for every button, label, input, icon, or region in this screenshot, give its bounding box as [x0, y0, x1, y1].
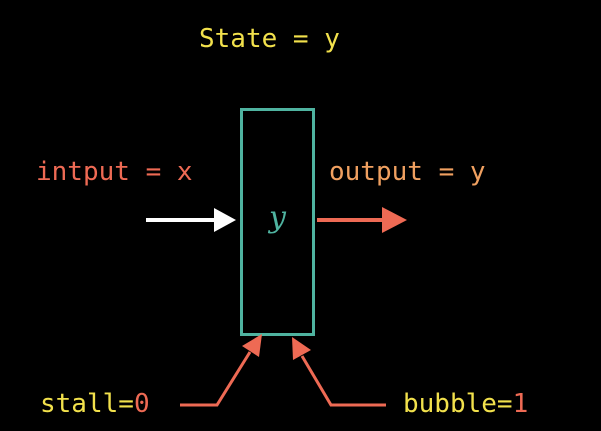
bubble-label: bubble=1 — [403, 389, 528, 419]
bubble-name: bubble — [403, 389, 497, 419]
input-label: intput = x — [36, 157, 193, 187]
stall-value: 0 — [133, 389, 150, 419]
stall-equals: = — [118, 389, 134, 419]
input-arrow — [146, 208, 236, 232]
register-value: y — [269, 200, 286, 235]
bubble-value: 1 — [512, 389, 529, 419]
stall-arrow — [180, 334, 262, 407]
stall-label: stall=0 — [40, 389, 150, 419]
bubble-equals: = — [496, 389, 513, 419]
state-label: State = y — [199, 24, 340, 54]
pipeline-register-box: y — [240, 108, 315, 336]
stall-name: stall — [40, 389, 119, 419]
bubble-arrow — [292, 337, 386, 407]
output-arrow — [317, 207, 407, 233]
output-label: output = y — [329, 157, 486, 187]
